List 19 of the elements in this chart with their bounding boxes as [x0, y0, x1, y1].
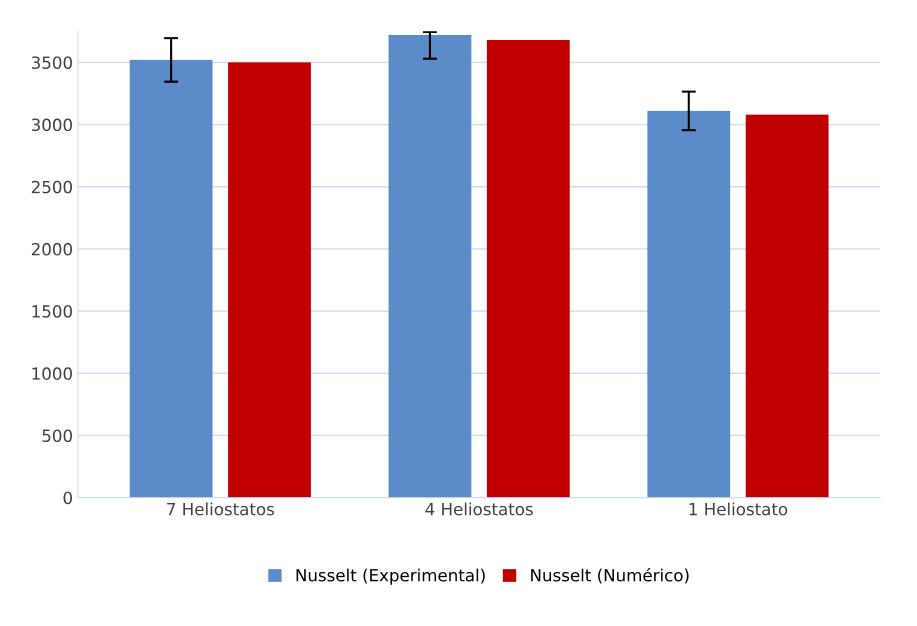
y-tick-label: 500 — [42, 429, 72, 442]
y-tick-label: 2000 — [32, 242, 72, 256]
legend-label: Nusselt (Numérico) — [531, 568, 689, 584]
legend-label: Nusselt (Experimental) — [296, 568, 485, 585]
x-tick-label: 1 Heliostato — [690, 502, 788, 516]
bar — [647, 110, 730, 498]
bar — [388, 35, 472, 498]
x-tick-label: 4 Heliostatos — [425, 502, 533, 516]
bar — [486, 40, 570, 498]
y-tick-label: 1000 — [32, 367, 72, 380]
y-tick-label: 3500 — [32, 56, 72, 69]
y-tick-label: 1500 — [32, 305, 72, 318]
y-tick-label: 3000 — [32, 118, 72, 132]
bar — [130, 60, 213, 498]
bar — [746, 114, 829, 498]
y-tick-label: 2500 — [32, 180, 72, 194]
bar — [228, 62, 311, 498]
y-tick-label: 0 — [64, 492, 72, 504]
x-tick-label: 7 Heliostatos — [167, 502, 274, 516]
